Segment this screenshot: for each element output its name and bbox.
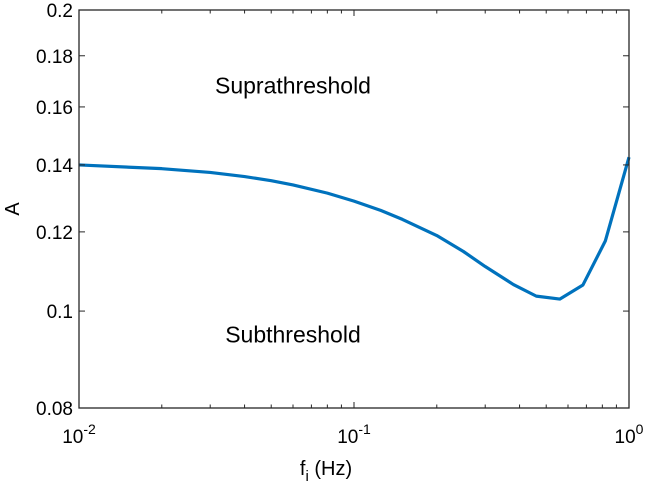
region-label-subthreshold: Subthreshold	[225, 322, 361, 348]
y-tick-label: 0.12	[36, 223, 73, 244]
x-axis-title: fi (Hz)	[300, 458, 352, 485]
curve-layer	[78, 156, 631, 301]
y-tick-label: 0.16	[36, 98, 73, 119]
series-line	[78, 156, 631, 301]
y-tick-label: 0.2	[47, 1, 73, 22]
x-axis-title-subscript: i	[305, 468, 308, 485]
x-tick-label: 10-2	[62, 421, 96, 448]
x-tick-label: 10-1	[337, 421, 371, 448]
y-tick-label: 0.18	[36, 47, 73, 68]
plot-frame	[78, 9, 630, 409]
y-axis-title: A	[2, 202, 24, 216]
annotation-layer: Suprathreshold Subthreshold	[215, 73, 371, 348]
x-axis-title-unit: (Hz)	[309, 458, 352, 480]
tick-label-layer: 0.08 0.1 0.12 0.14 0.16 0.18 0.2 10-2 10-1 100	[36, 1, 644, 448]
x-axis-title-main: f	[300, 458, 306, 480]
plot-background	[79, 10, 629, 408]
region-label-suprathreshold: Suprathreshold	[215, 73, 371, 99]
y-tick-label: 0.08	[36, 399, 73, 420]
y-tick-label: 0.14	[36, 156, 73, 177]
y-tick-label: 0.1	[47, 302, 73, 323]
x-tick-label: 100	[615, 421, 644, 448]
